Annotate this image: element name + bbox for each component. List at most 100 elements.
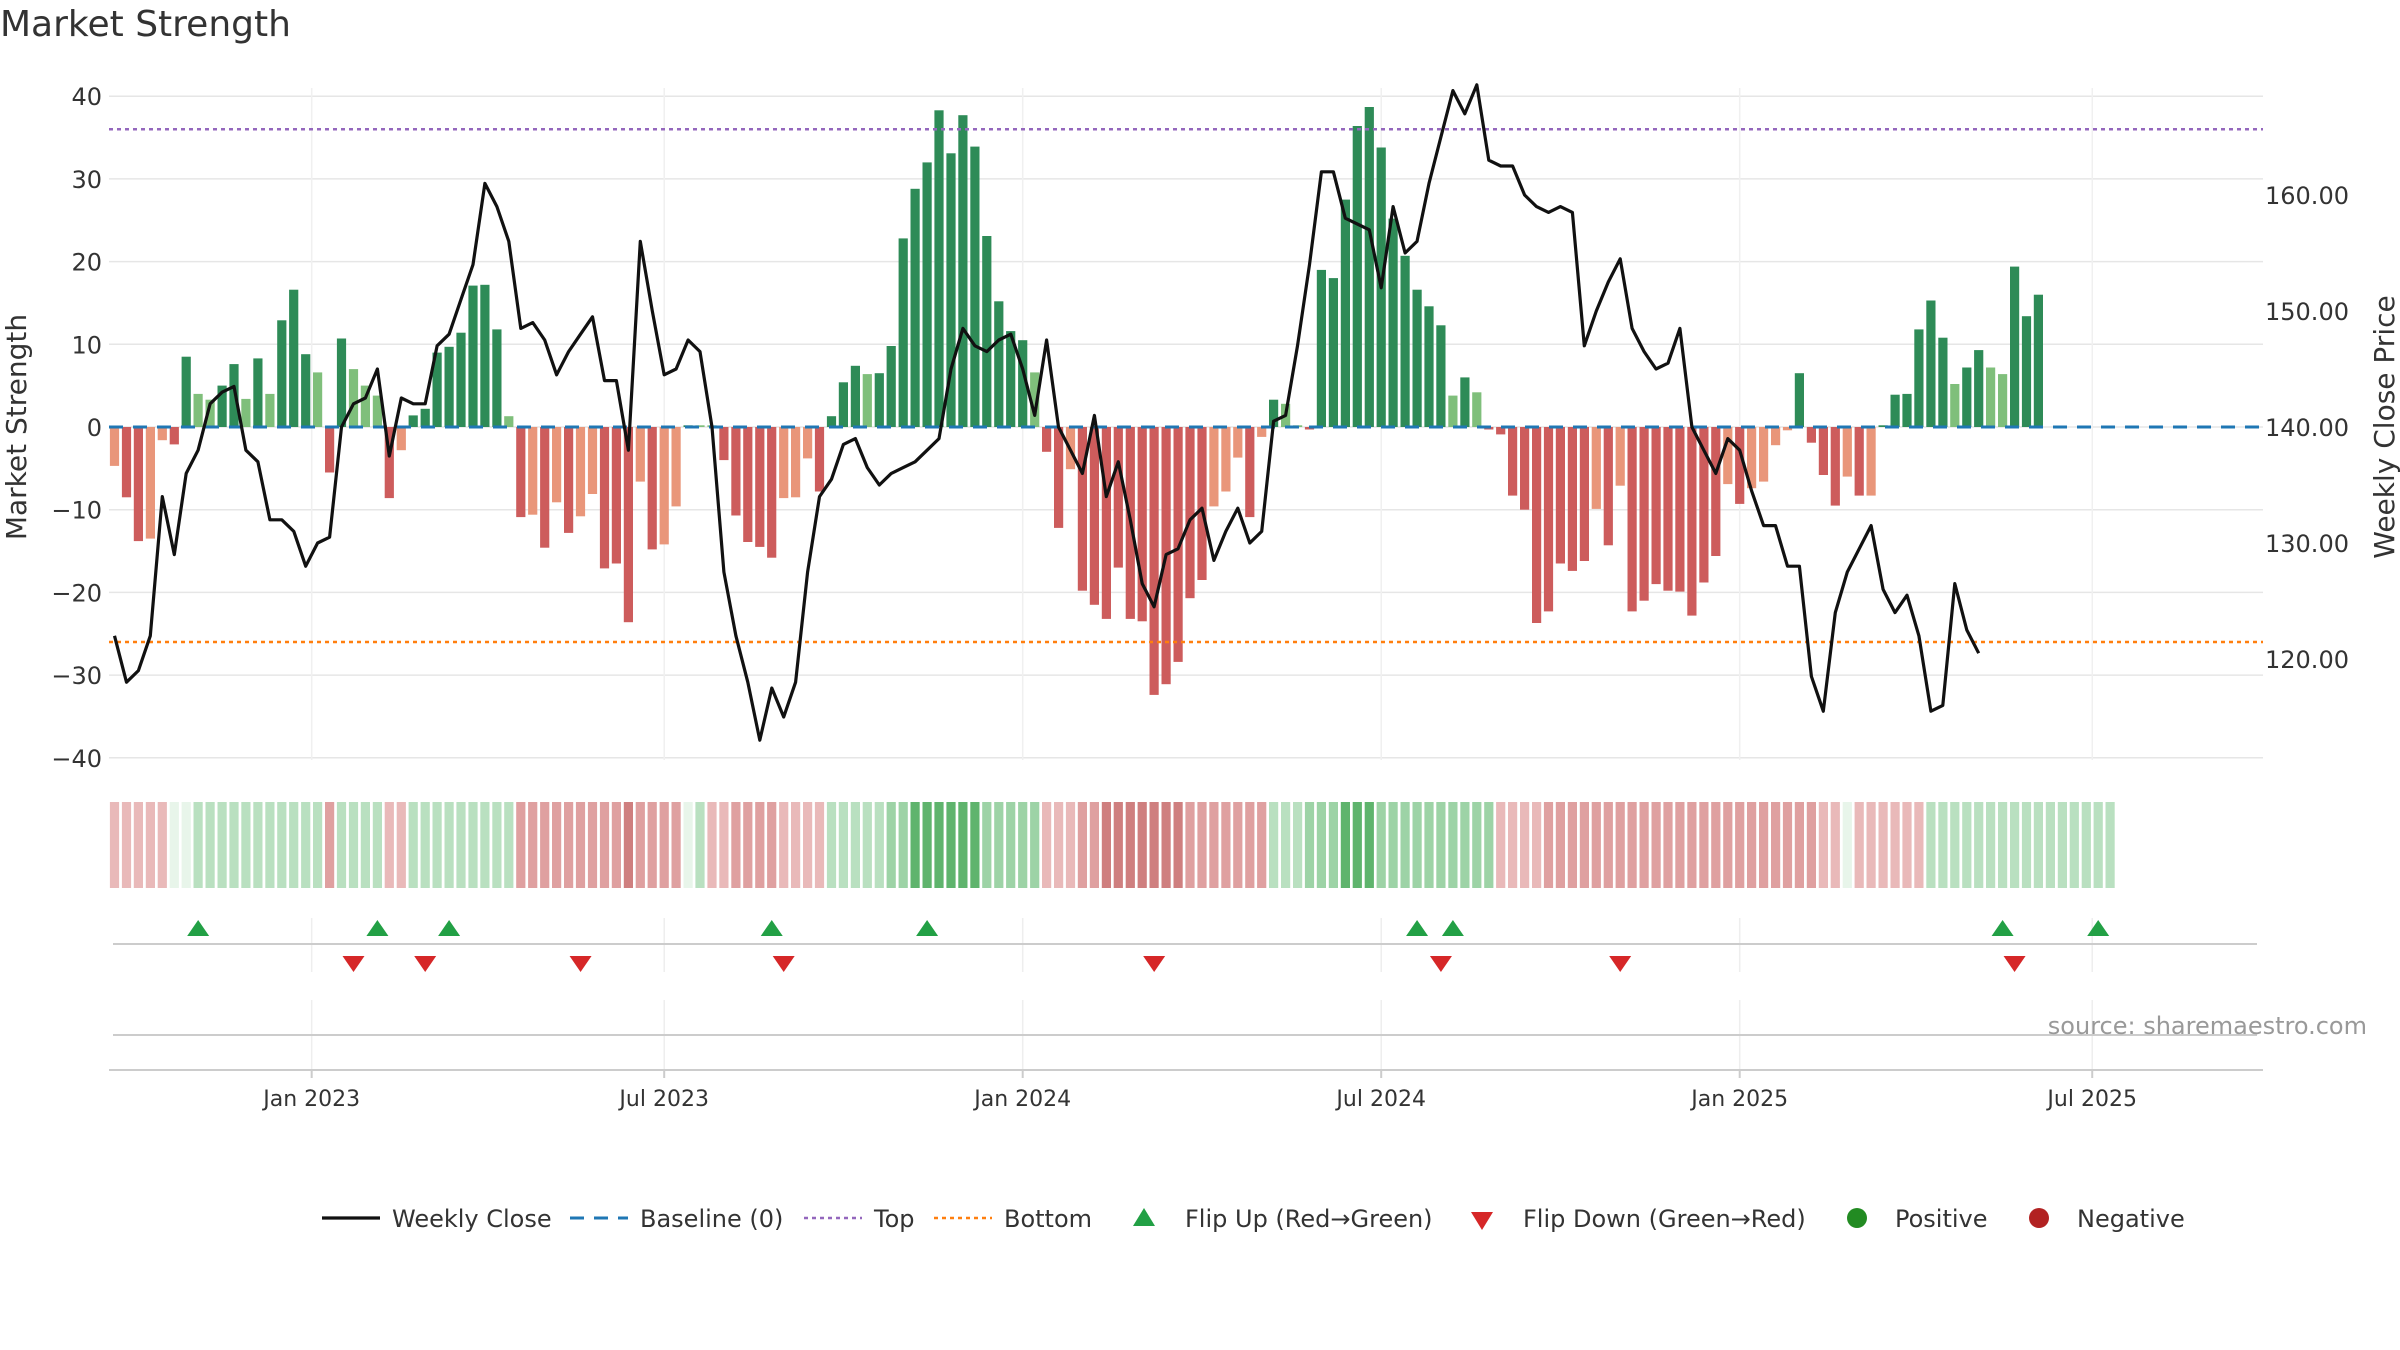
strength-bar-90 xyxy=(1185,427,1195,599)
flip-down-marker-2 xyxy=(569,956,592,972)
shade-cell-162 xyxy=(2045,802,2055,888)
shade-cell-66 xyxy=(898,802,908,888)
shade-cell-93 xyxy=(1221,802,1231,888)
strength-bar-158 xyxy=(1998,374,2008,427)
shade-cell-157 xyxy=(1986,802,1996,888)
legend-flip-up-label: Flip Up (Red→Green) xyxy=(1185,1205,1433,1233)
shade-cell-139 xyxy=(1771,802,1781,888)
strength-bar-95 xyxy=(1245,427,1255,518)
strength-bar-140 xyxy=(1782,427,1793,431)
shade-cell-150 xyxy=(1902,802,1912,888)
strength-bar-82 xyxy=(1089,427,1099,605)
strength-bar-57 xyxy=(791,427,801,498)
y-tick-label-1: 30 xyxy=(71,166,102,194)
flip-up-marker-3 xyxy=(760,920,783,936)
strength-bar-53 xyxy=(743,427,753,542)
y2-axis-label: Weekly Close Price xyxy=(2368,295,2400,558)
strength-bar-74 xyxy=(994,301,1004,427)
strength-bar-14 xyxy=(277,320,287,427)
flip-up-swatch xyxy=(1133,1208,1155,1226)
shade-cell-129 xyxy=(1651,802,1661,888)
strength-bar-1 xyxy=(121,427,132,498)
strength-bar-120 xyxy=(1543,427,1554,612)
strength-bar-72 xyxy=(970,146,980,427)
strength-bar-60 xyxy=(826,416,837,427)
strength-bar-64 xyxy=(874,373,884,427)
strength-bar-113 xyxy=(1460,377,1470,427)
shade-cell-65 xyxy=(886,802,896,888)
shade-cell-166 xyxy=(2093,802,2103,888)
shade-cell-60 xyxy=(826,802,837,888)
shade-cell-78 xyxy=(1042,802,1052,888)
flip-down-marker-4 xyxy=(1143,956,1166,972)
shade-cell-34 xyxy=(516,802,526,888)
strength-bar-107 xyxy=(1388,218,1398,427)
strength-bar-37 xyxy=(552,427,562,503)
strength-bar-154 xyxy=(1950,384,1960,427)
shade-cell-44 xyxy=(635,802,645,888)
y-tick-label-3: 10 xyxy=(71,331,102,359)
strength-bar-45 xyxy=(647,427,657,550)
strength-bar-94 xyxy=(1233,427,1243,458)
y-tick-label-2: 20 xyxy=(71,249,102,277)
shade-cell-67 xyxy=(910,802,920,888)
strength-bar-49 xyxy=(695,425,705,427)
strength-bar-119 xyxy=(1532,427,1542,623)
shade-cell-82 xyxy=(1089,802,1099,888)
shade-cell-163 xyxy=(2057,802,2067,888)
shade-cell-51 xyxy=(719,802,729,888)
shade-cell-90 xyxy=(1185,802,1195,888)
strength-bar-65 xyxy=(886,346,896,427)
shade-cell-167 xyxy=(2105,802,2115,888)
shade-cell-73 xyxy=(982,802,992,888)
shade-cell-111 xyxy=(1436,802,1446,888)
strength-bar-91 xyxy=(1197,427,1207,580)
y-tick-label-4: 0 xyxy=(87,414,102,442)
strength-bar-146 xyxy=(1854,427,1864,496)
strength-bar-63 xyxy=(862,374,872,427)
shade-cell-69 xyxy=(934,802,944,888)
strength-bar-33 xyxy=(504,416,514,427)
strength-bar-96 xyxy=(1257,427,1267,437)
flip-panel-grid xyxy=(310,918,2093,1070)
shade-cell-72 xyxy=(970,802,980,888)
strength-bar-133 xyxy=(1699,427,1709,583)
shade-cell-116 xyxy=(1496,802,1506,888)
shade-cell-91 xyxy=(1197,802,1207,888)
strength-bar-51 xyxy=(719,427,729,461)
strength-bar-75 xyxy=(1006,331,1016,427)
shade-cell-9 xyxy=(217,802,227,888)
shade-cell-88 xyxy=(1161,802,1171,888)
shade-cell-96 xyxy=(1257,802,1267,888)
reference-lines xyxy=(109,128,2263,644)
strength-bar-118 xyxy=(1520,427,1530,510)
strength-bar-30 xyxy=(468,285,478,427)
strength-bar-109 xyxy=(1412,289,1422,427)
weekly-close-line xyxy=(112,83,1981,742)
strength-bar-16 xyxy=(301,354,311,427)
strength-bar-93 xyxy=(1221,427,1231,492)
shade-cell-41 xyxy=(599,802,610,888)
legend-weekly-close-item: Weekly Close xyxy=(322,1205,552,1233)
strength-bar-147 xyxy=(1866,427,1876,496)
strength-bar-114 xyxy=(1472,392,1482,427)
strength-shade-strip xyxy=(109,802,2115,888)
strength-bar-36 xyxy=(540,427,550,548)
shade-cell-32 xyxy=(492,802,502,888)
shade-cell-84 xyxy=(1113,802,1123,888)
shade-cell-95 xyxy=(1245,802,1255,888)
shade-cell-165 xyxy=(2081,802,2091,888)
x-tick-label-1: Jul 2023 xyxy=(617,1087,709,1112)
shade-cell-120 xyxy=(1543,802,1554,888)
shade-cell-19 xyxy=(336,802,347,888)
strength-bar-34 xyxy=(516,427,526,518)
shade-cell-74 xyxy=(994,802,1004,888)
x-tick-label-3: Jul 2024 xyxy=(1334,1087,1426,1112)
strength-bar-123 xyxy=(1579,427,1589,561)
strength-bar-153 xyxy=(1938,337,1948,427)
shade-cell-121 xyxy=(1555,802,1565,888)
shade-cell-47 xyxy=(671,802,681,888)
y-tick-label-7: −30 xyxy=(51,662,102,690)
shade-cell-115 xyxy=(1484,802,1494,888)
y2-tick-label-0: 160.00 xyxy=(2265,182,2349,210)
